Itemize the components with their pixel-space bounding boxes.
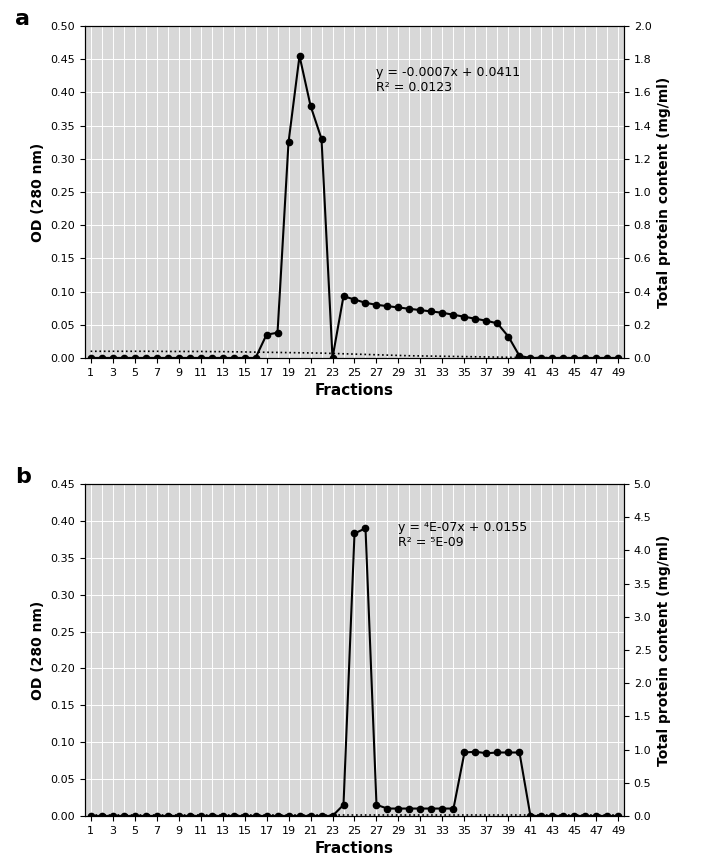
Text: b: b [15, 468, 31, 488]
Y-axis label: Total protein content (mg/ml): Total protein content (mg/ml) [657, 535, 671, 766]
Y-axis label: OD (280 nm): OD (280 nm) [31, 142, 45, 241]
X-axis label: Fractions: Fractions [315, 383, 394, 398]
Text: y = ⁴E-07x + 0.0155
R² = ⁵E-09: y = ⁴E-07x + 0.0155 R² = ⁵E-09 [398, 521, 527, 549]
Y-axis label: Total protein content (mg/ml): Total protein content (mg/ml) [657, 76, 671, 307]
X-axis label: Fractions: Fractions [315, 841, 394, 856]
Text: a: a [15, 10, 30, 30]
Y-axis label: OD (280 nm): OD (280 nm) [31, 601, 45, 700]
Text: y = -0.0007x + 0.0411
R² = 0.0123: y = -0.0007x + 0.0411 R² = 0.0123 [376, 66, 520, 94]
